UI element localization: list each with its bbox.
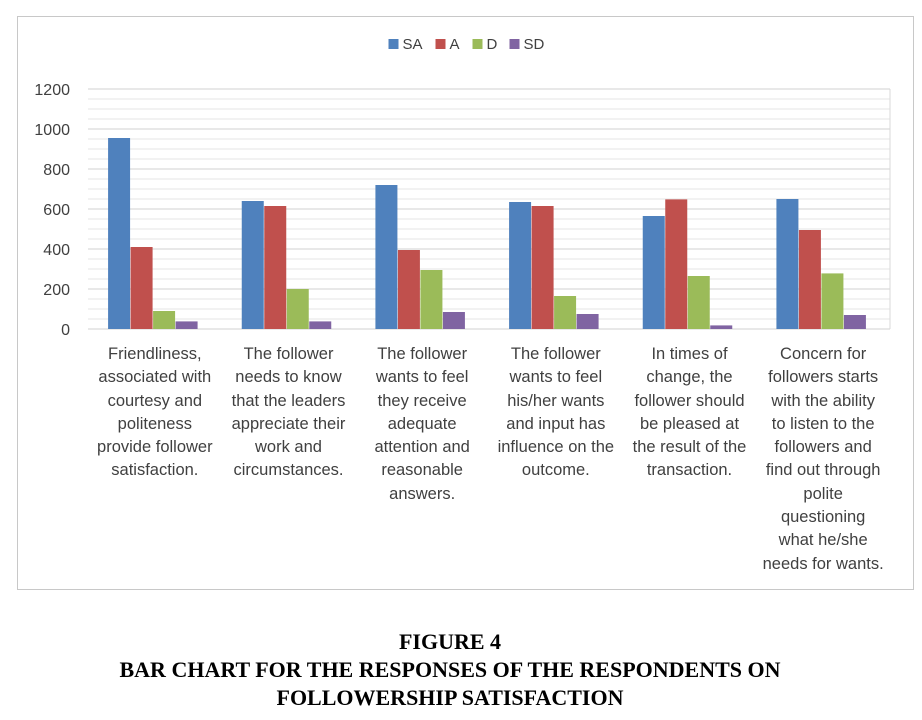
y-tick-label: 1200 <box>34 82 70 99</box>
bar-d-4 <box>554 296 577 329</box>
y-tick-label: 200 <box>43 282 70 299</box>
legend-swatch-sa <box>388 39 399 49</box>
bars <box>108 138 866 329</box>
legend-swatch-sd <box>509 39 520 49</box>
category-label-6: Concern for followers starts with the ab… <box>762 345 884 573</box>
bar-sd-2 <box>309 321 332 329</box>
chart-area: 0 200 400 600 800 1000 1200 SA A D SD Friendlines… <box>17 16 914 590</box>
y-tick-label: 600 <box>43 202 70 219</box>
y-tick-label: 1000 <box>34 122 70 139</box>
legend-label-sa: SA <box>403 36 423 53</box>
bar-sd-5 <box>710 325 733 329</box>
caption-line-1: BAR CHART FOR THE RESPONSES OF THE RESPO… <box>119 657 781 682</box>
bar-d-3 <box>420 270 443 329</box>
bar-sa-2 <box>241 201 264 329</box>
bar-d-1 <box>153 311 176 329</box>
bar-sa-1 <box>108 138 131 329</box>
category-label-1: Friendliness, associated with courtesy a… <box>97 345 213 480</box>
bar-a-5 <box>665 199 688 329</box>
bar-sa-4 <box>509 202 532 329</box>
category-label-2: The follower needs to know that the lead… <box>231 345 346 480</box>
bar-sa-6 <box>776 199 799 329</box>
bar-a-2 <box>264 206 287 329</box>
legend-label-d: D <box>487 36 498 53</box>
category-label-5: In times of change, the follower should … <box>632 345 747 480</box>
y-tick-label: 0 <box>61 322 70 339</box>
bar-a-3 <box>397 250 420 329</box>
legend-label-a: A <box>450 36 460 53</box>
legend-swatch-d <box>472 39 483 49</box>
bar-sd-6 <box>843 315 866 329</box>
y-tick-label: 400 <box>43 242 70 259</box>
bar-sd-1 <box>175 321 198 329</box>
bar-sd-4 <box>576 314 599 329</box>
figure-number: FIGURE 4 <box>398 629 502 654</box>
bar-d-6 <box>821 273 844 329</box>
bar-a-6 <box>798 230 821 329</box>
figure-caption: FIGURE 4 BAR CHART FOR THE RESPONSES OF … <box>0 628 900 712</box>
category-label-4: The follower wants to feel his/her wants… <box>497 345 615 480</box>
gridlines <box>88 88 891 330</box>
bar-chart: 0 200 400 600 800 1000 1200 SA A D SD <box>34 36 891 339</box>
bar-sa-5 <box>642 216 665 329</box>
bar-a-4 <box>531 206 554 329</box>
legend-label-sd: SD <box>524 36 545 53</box>
bar-d-5 <box>687 276 710 329</box>
legend: SA A D SD <box>388 36 545 53</box>
bar-d-2 <box>286 289 309 329</box>
legend-swatch-a <box>435 39 446 49</box>
bar-sa-3 <box>375 185 398 329</box>
bar-sd-3 <box>442 312 465 329</box>
bar-a-1 <box>130 247 153 329</box>
caption-line-2: FOLLOWERSHIP SATISFACTION <box>276 685 624 710</box>
category-label-3: The follower wants to feel they receive … <box>374 345 470 503</box>
y-tick-label: 800 <box>43 162 70 179</box>
y-axis-ticks: 0 200 400 600 800 1000 1200 <box>34 82 70 339</box>
